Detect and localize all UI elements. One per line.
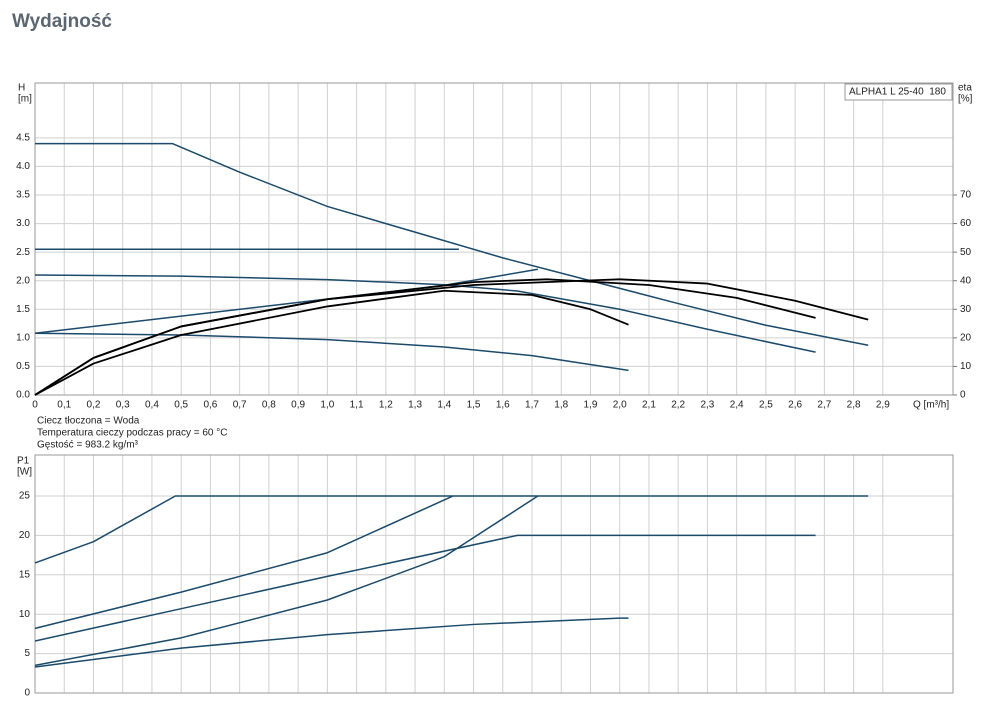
plot-frame (34, 82, 954, 396)
x-tick-label: 0,2 (87, 400, 101, 411)
efficiency-curve (34, 289, 629, 396)
y2-tick-label: 50 (960, 247, 972, 258)
x-tick-label: 1,7 (525, 400, 539, 411)
x-tick-label: 2,7 (817, 400, 831, 411)
x-tick-label: 2,6 (788, 400, 802, 411)
y-axis-unit: [W] (17, 467, 32, 478)
y-tick-label: 3.0 (16, 218, 30, 229)
y-tick-label: 10 (19, 609, 31, 620)
legend-box (844, 83, 953, 101)
x-tick-label: 0,4 (145, 400, 159, 411)
y-tick-label: 5 (24, 648, 30, 659)
x-tick-label: 1,8 (554, 400, 568, 411)
x-tick-label: 2,3 (700, 400, 714, 411)
note: Ciecz tłoczona = Woda (37, 416, 140, 427)
y-tick-label: 1.0 (16, 332, 30, 343)
y2-axis-label: eta (958, 83, 972, 94)
x-tick-label: 1,3 (408, 400, 422, 411)
y-axis-unit: [m] (18, 94, 32, 105)
y-tick-label: 25 (19, 491, 31, 502)
page-title: Wydajność (12, 11, 112, 32)
x-tick-label: 0,6 (203, 400, 217, 411)
note: Gęstość = 983.2 kg/m³ (37, 440, 139, 451)
y-tick-label: 1.5 (16, 304, 30, 315)
x-tick-label: 1,4 (437, 400, 451, 411)
plot-frame (34, 454, 954, 694)
curve (34, 332, 629, 372)
y-tick-label: 4.5 (16, 132, 30, 143)
efficiency-curve (34, 278, 816, 396)
y2-tick-label: 30 (960, 304, 972, 315)
curve (34, 617, 629, 668)
x-tick-label: 1,6 (496, 400, 510, 411)
x-tick-label: 0,7 (233, 400, 247, 411)
x-tick-label: 0,8 (262, 400, 276, 411)
x-tick-label: 2,8 (847, 400, 861, 411)
x-tick-label: 1,1 (350, 400, 364, 411)
x-tick-label: 0 (32, 400, 38, 411)
y2-tick-label: 0 (960, 390, 966, 401)
curve (34, 274, 816, 353)
x-tick-label: 0,9 (291, 400, 305, 411)
y2-tick-label: 60 (960, 218, 972, 229)
x-tick-label: 2,5 (759, 400, 773, 411)
x-tick-label: 0,3 (116, 400, 130, 411)
x-tick-label: 1,5 (467, 400, 481, 411)
curve (35, 142, 869, 347)
x-tick-label: 0,1 (57, 400, 71, 411)
x-tick-label: 1,2 (379, 400, 393, 411)
x-tick-label: 2,9 (876, 400, 890, 411)
y-tick-label: 2.5 (16, 247, 30, 258)
y2-tick-label: 10 (960, 361, 972, 372)
y2-tick-label: 20 (960, 332, 972, 343)
note: Temperatura cieczy podczas pracy = 60 °C (37, 428, 227, 439)
y-axis-label: H (18, 83, 25, 94)
curve (34, 495, 454, 630)
y2-tick-label: 40 (960, 275, 972, 286)
y2-axis-unit: [%] (958, 94, 973, 105)
x-tick-label: 1,0 (320, 400, 334, 411)
y2-tick-label: 70 (960, 190, 972, 201)
y-tick-label: 0 (24, 688, 30, 699)
legend-text: ALPHA1 L 25-40 180 (849, 87, 946, 98)
curve (34, 534, 816, 642)
curve (34, 495, 539, 667)
y-tick-label: 3.5 (16, 190, 30, 201)
x-tick-label: 2,4 (730, 400, 744, 411)
x-tick-label: 2,1 (642, 400, 656, 411)
y-tick-label: 15 (19, 569, 31, 580)
x-tick-label: 2,0 (613, 400, 627, 411)
x-axis-label: Q [m³/h] (913, 400, 949, 411)
y-axis-label: P1 (17, 456, 30, 467)
curve (34, 495, 869, 564)
x-tick-label: 0,5 (174, 400, 188, 411)
y-tick-label: 20 (19, 530, 31, 541)
x-tick-label: 1,9 (584, 400, 598, 411)
y-tick-label: 4.0 (16, 161, 30, 172)
y-tick-label: 0.0 (16, 390, 30, 401)
y-tick-label: 2.0 (16, 275, 30, 286)
y-tick-label: 0.5 (16, 361, 30, 372)
x-tick-label: 2,2 (671, 400, 685, 411)
